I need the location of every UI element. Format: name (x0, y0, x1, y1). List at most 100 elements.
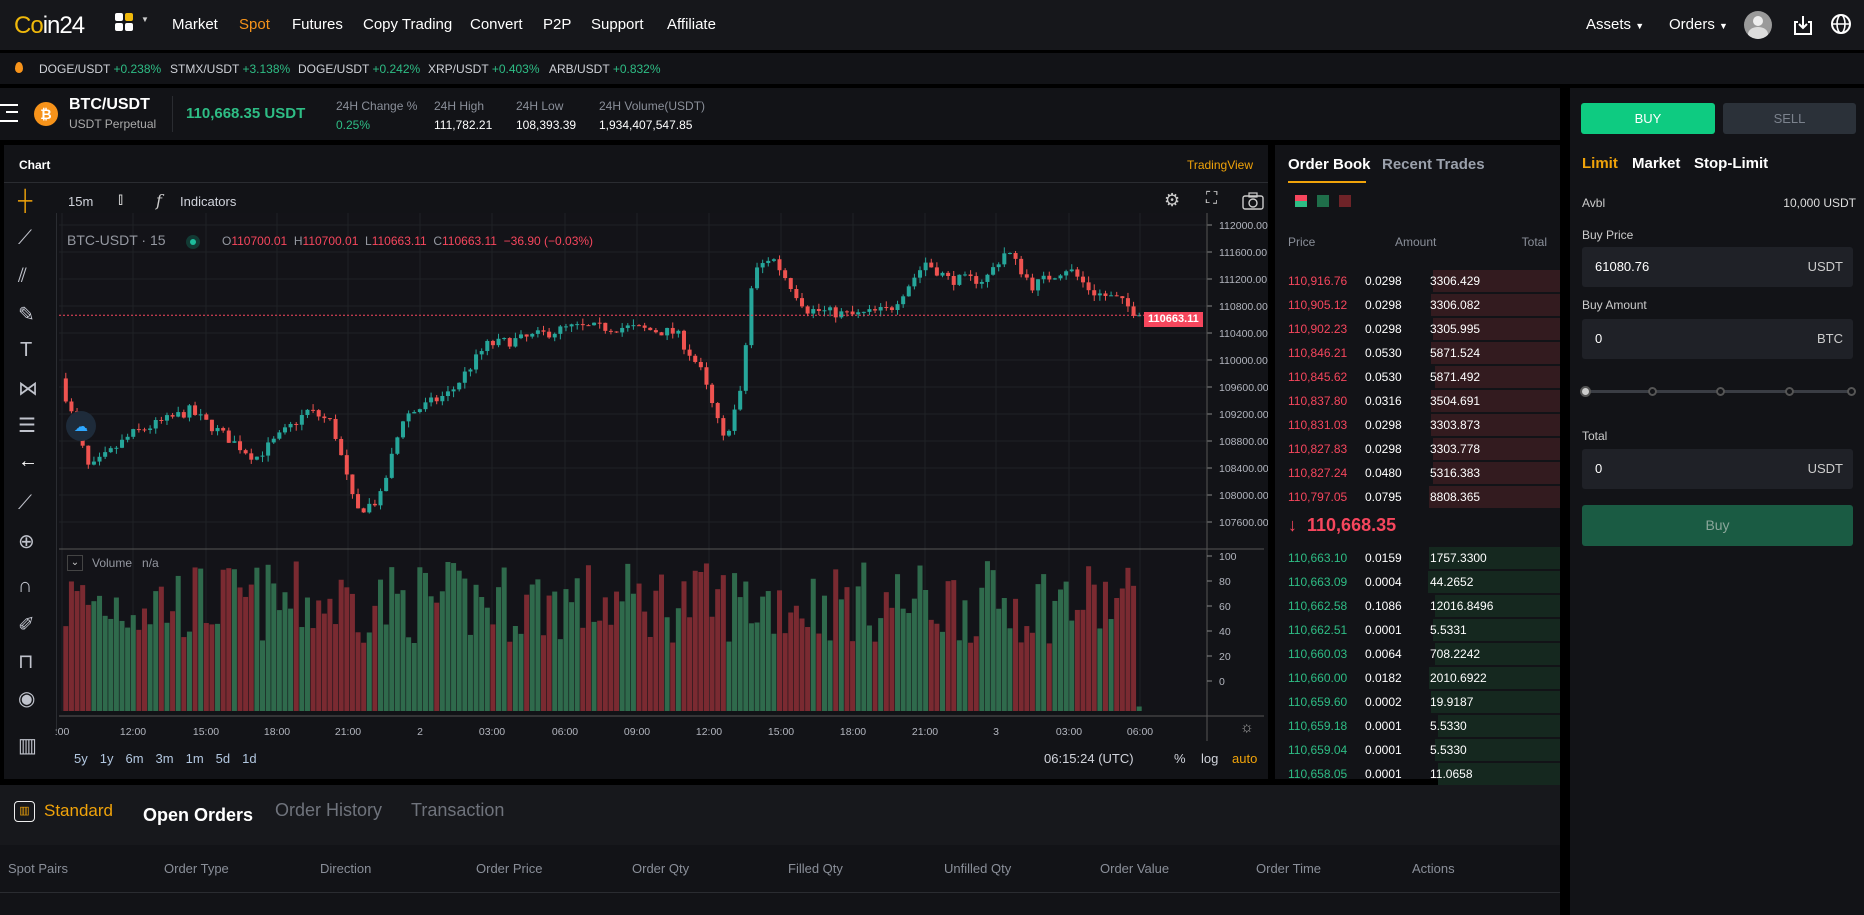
axis-settings-icon[interactable]: ☼ (1240, 719, 1254, 736)
unlock-icon[interactable]: ⊓ (18, 651, 34, 673)
ask-row[interactable]: 110,827.83 0.0298 3303.778 (1275, 438, 1560, 460)
ask-row[interactable]: 110,845.62 0.0530 5871.492 (1275, 366, 1560, 388)
nav-p2p[interactable]: P2P (543, 16, 572, 33)
camera-icon[interactable] (1242, 192, 1264, 210)
candlestick-chart[interactable]: 112000.00 111600.00 111200.00 110800.00 1104… (4, 145, 1268, 779)
bid-row[interactable]: 110,662.51 0.0001 5.5331 (1275, 619, 1560, 641)
trash-icon[interactable]: ▥ (18, 735, 37, 757)
logo[interactable]: Coin24 (14, 12, 85, 39)
ticker-item[interactable]: ARB/USDT +0.832% (549, 62, 661, 76)
log-scale-toggle[interactable]: log (1201, 751, 1219, 766)
percent-scale-toggle[interactable]: % (1174, 751, 1186, 766)
auto-scale-toggle[interactable]: auto (1232, 751, 1258, 766)
tradingview-link[interactable]: TradingView (1186, 158, 1253, 172)
tab-transaction[interactable]: Transaction (411, 800, 505, 820)
sell-tab-button[interactable]: SELL (1723, 103, 1856, 134)
text-icon[interactable]: T (20, 339, 33, 361)
interval-selector[interactable]: 15m (68, 194, 94, 209)
buy-amount-input[interactable]: 0 BTC (1582, 319, 1853, 359)
tab-order-history[interactable]: Order History (275, 800, 383, 820)
lock-drawing-icon[interactable]: ✐ (18, 614, 35, 636)
view-both-icon[interactable] (1295, 195, 1307, 207)
pattern-icon[interactable]: ⋈ (18, 378, 38, 400)
range-1m[interactable]: 1m (185, 751, 204, 766)
ask-row[interactable]: 110,916.76 0.0298 3306.429 (1275, 270, 1560, 292)
menu-list-icon[interactable] (0, 104, 18, 122)
nav-copy-trading[interactable]: Copy Trading (363, 16, 453, 33)
range-5d[interactable]: 5d (215, 751, 231, 766)
ask-row[interactable]: 110,905.12 0.0298 3306.082 (1275, 294, 1560, 316)
standard-mode[interactable]: Standard (44, 801, 113, 820)
range-1y[interactable]: 1y (99, 751, 114, 766)
order-type-stop-limit[interactable]: Stop-Limit (1694, 155, 1769, 172)
buy-tab-button[interactable]: BUY (1581, 103, 1715, 134)
crosshair-icon[interactable]: ┼ (18, 190, 33, 212)
nav-support[interactable]: Support (591, 16, 644, 33)
bid-row[interactable]: 110,659.18 0.0001 5.5330 (1275, 715, 1560, 737)
view-bids-icon[interactable] (1317, 195, 1329, 207)
ticker-item[interactable]: STMX/USDT +3.138% (170, 62, 291, 76)
buy-price-input[interactable]: 61080.76 USDT (1582, 247, 1853, 287)
tab-open-orders[interactable]: Open Orders (143, 805, 254, 825)
ask-row[interactable]: 110,827.24 0.0480 5316.383 (1275, 462, 1560, 484)
collapse-chevron-icon[interactable]: ⌄ (67, 555, 83, 571)
bid-row[interactable]: 110,658.05 0.0001 11.0658 (1275, 763, 1560, 785)
ask-row[interactable]: 110,846.21 0.0530 5871.524 (1275, 342, 1560, 364)
settings-gear-icon[interactable]: ⚙ (1164, 190, 1181, 210)
slider-handle[interactable] (1580, 386, 1591, 397)
utc-clock[interactable]: 06:15:24 (UTC) (1044, 751, 1134, 766)
tab-recent-trades[interactable]: Recent Trades (1382, 156, 1485, 173)
ask-row[interactable]: 110,837.80 0.0316 3504.691 (1275, 390, 1560, 412)
candle-type-icon[interactable]: ⫾ (118, 191, 124, 208)
ask-row[interactable]: 110,797.05 0.0795 8808.365 (1275, 486, 1560, 508)
candle (760, 263, 765, 268)
avatar[interactable] (1744, 11, 1772, 39)
order-type-limit[interactable]: Limit (1582, 155, 1618, 172)
view-asks-icon[interactable] (1339, 195, 1351, 207)
prediction-icon[interactable]: ☰ (18, 415, 36, 437)
total-input[interactable]: 0 USDT (1582, 449, 1853, 489)
zoom-in-icon[interactable]: ⊕ (18, 531, 35, 553)
ticker-item[interactable]: XRP/USDT +0.403% (428, 62, 540, 76)
orders-menu[interactable]: Orders ▼ (1669, 16, 1728, 33)
ask-row[interactable]: 110,831.03 0.0298 3303.873 (1275, 414, 1560, 436)
range-6m[interactable]: 6m (125, 751, 144, 766)
indicators-button[interactable]: Indicators (180, 194, 237, 209)
range-3m[interactable]: 3m (155, 751, 174, 766)
fullscreen-icon[interactable]: ⛶ (1206, 190, 1218, 207)
buy-submit-button[interactable]: Buy (1582, 505, 1853, 546)
nav-futures[interactable]: Futures (292, 16, 343, 33)
fib-icon[interactable]: ⫽ (18, 265, 27, 287)
range-1d[interactable]: 1d (242, 751, 257, 766)
nav-affiliate[interactable]: Affiliate (667, 16, 716, 33)
download-icon[interactable] (1792, 14, 1814, 36)
eye-icon[interactable]: ◉ (18, 688, 36, 710)
bid-row[interactable]: 110,663.10 0.0159 1757.3300 (1275, 547, 1560, 569)
nav-market[interactable]: Market (172, 16, 218, 33)
bid-row[interactable]: 110,659.60 0.0002 19.9187 (1275, 691, 1560, 713)
ask-row[interactable]: 110,902.23 0.0298 3305.995 (1275, 318, 1560, 340)
bid-row[interactable]: 110,660.03 0.0064 708.2242 (1275, 643, 1560, 665)
globe-icon[interactable] (1830, 13, 1852, 35)
ruler-icon[interactable]: ⟋ (18, 492, 32, 514)
nav-spot[interactable]: Spot (239, 16, 270, 33)
trend-line-icon[interactable]: ⟋ (18, 227, 32, 249)
assets-menu[interactable]: Assets ▼ (1586, 16, 1644, 33)
magnet-icon[interactable]: ∩ (18, 575, 33, 597)
range-5y[interactable]: 5y (74, 751, 88, 766)
bid-row[interactable]: 110,660.00 0.0182 2010.6922 (1275, 667, 1560, 689)
tab-order-book[interactable]: Order Book (1288, 156, 1371, 173)
fx-icon[interactable]: f (156, 191, 162, 210)
nav-convert[interactable]: Convert (470, 16, 523, 33)
ticker-item[interactable]: DOGE/USDT +0.238% (39, 62, 162, 76)
bid-row[interactable]: 110,659.04 0.0001 5.5330 (1275, 739, 1560, 761)
tradingview-logo-icon[interactable]: ☁ (66, 411, 96, 441)
brush-icon[interactable]: ✎ (18, 304, 35, 326)
bid-row[interactable]: 110,662.58 0.1086 12016.8496 (1275, 595, 1560, 617)
ticker-item[interactable]: DOGE/USDT +0.242% (298, 62, 421, 76)
order-type-market[interactable]: Market (1632, 155, 1681, 172)
pair-symbol[interactable]: BTC/USDT (69, 96, 150, 113)
apps-grid-icon[interactable]: ▼ (115, 13, 149, 33)
bid-row[interactable]: 110,663.09 0.0004 44.2652 (1275, 571, 1560, 593)
back-arrow-icon[interactable]: ← (18, 450, 38, 472)
